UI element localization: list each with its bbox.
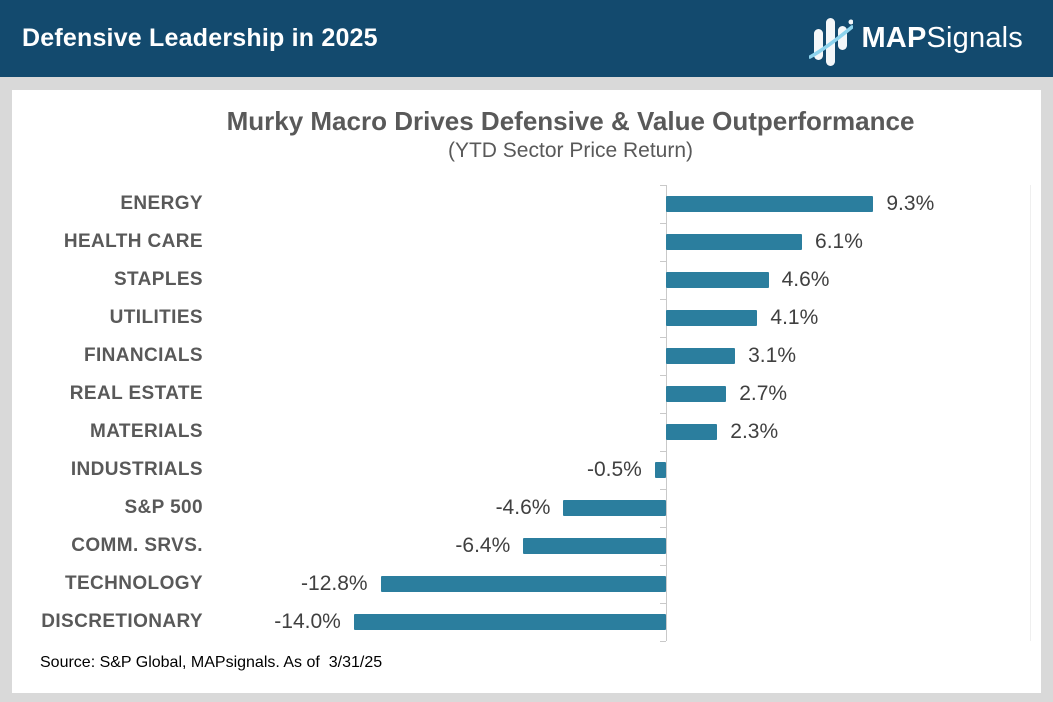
axis-tick <box>660 337 666 338</box>
axis-tick <box>660 261 666 262</box>
category-label: UTILITIES <box>109 307 203 328</box>
chart-panel: Murky Macro Drives Defensive & Value Out… <box>12 90 1041 693</box>
axis-tick <box>660 489 666 490</box>
value-label: -6.4% <box>455 534 511 557</box>
source-note: Source: S&P Global, MAPsignals. As of 3/… <box>40 654 383 671</box>
zero-axis-line <box>666 185 667 641</box>
value-label: 4.6% <box>781 268 830 291</box>
value-label: 9.3% <box>886 192 935 215</box>
bar <box>666 386 727 402</box>
category-label: COMM. SRVS. <box>71 535 203 556</box>
chart-title: Murky Macro Drives Defensive & Value Out… <box>226 106 915 136</box>
category-label: FINANCIALS <box>83 345 203 366</box>
axis-tick <box>660 527 666 528</box>
axis-tick <box>660 451 666 452</box>
category-label: STAPLES <box>113 269 203 290</box>
logo-dot <box>848 19 854 24</box>
value-label: 6.1% <box>815 230 863 253</box>
chart-subtitle: (YTD Sector Price Return) <box>447 139 694 162</box>
bar <box>666 272 769 288</box>
bar <box>666 310 758 326</box>
value-label: -0.5% <box>587 458 642 481</box>
value-label: -4.6% <box>495 496 551 519</box>
value-label: 2.7% <box>739 382 788 405</box>
category-label: DISCRETIONARY <box>41 611 203 632</box>
value-label: -12.8% <box>301 572 368 595</box>
plot-area: ENERGY 9.3% HEALTH CARE 6.1% STAPLES 4.6% UTIL… <box>12 90 1041 693</box>
value-label: 2.3% <box>730 420 779 443</box>
axis-tick <box>660 375 666 376</box>
bar <box>563 500 666 516</box>
category-label: S&P 500 <box>124 497 203 518</box>
bar <box>353 614 666 630</box>
mapsignals-logo: MAPSignals <box>809 11 1023 67</box>
plot-right-border <box>1030 185 1031 641</box>
bar <box>654 462 666 478</box>
category-label: MATERIALS <box>89 421 203 442</box>
value-label: 4.1% <box>770 306 819 329</box>
axis-tick <box>660 223 666 224</box>
value-label: 3.1% <box>748 344 796 367</box>
axis-tick <box>660 565 666 566</box>
category-label: ENERGY <box>120 193 203 214</box>
category-label: HEALTH CARE <box>63 231 203 252</box>
logo-text-map: MAP <box>861 22 927 54</box>
mapsignals-logo-icon <box>809 17 854 66</box>
axis-tick <box>660 413 666 414</box>
bar <box>523 538 666 554</box>
logo-text-signals: Signals <box>926 22 1023 54</box>
page-title: Defensive Leadership in 2025 <box>22 24 378 52</box>
bar <box>666 234 803 250</box>
category-label: INDUSTRIALS <box>70 459 203 480</box>
bar <box>666 424 718 440</box>
category-label: REAL ESTATE <box>69 383 203 404</box>
axis-tick <box>660 185 666 186</box>
header-bar: Defensive Leadership in 2025 MAPSignals <box>0 0 1053 77</box>
value-label: -14.0% <box>274 610 341 633</box>
axis-tick <box>660 299 666 300</box>
bar <box>666 348 736 364</box>
mapsignals-logo-text: MAPSignals <box>861 22 1023 55</box>
category-label: TECHNOLOGY <box>64 573 203 594</box>
axis-tick <box>660 641 666 642</box>
bar <box>666 196 874 212</box>
axis-tick <box>660 603 666 604</box>
bar <box>380 576 666 592</box>
